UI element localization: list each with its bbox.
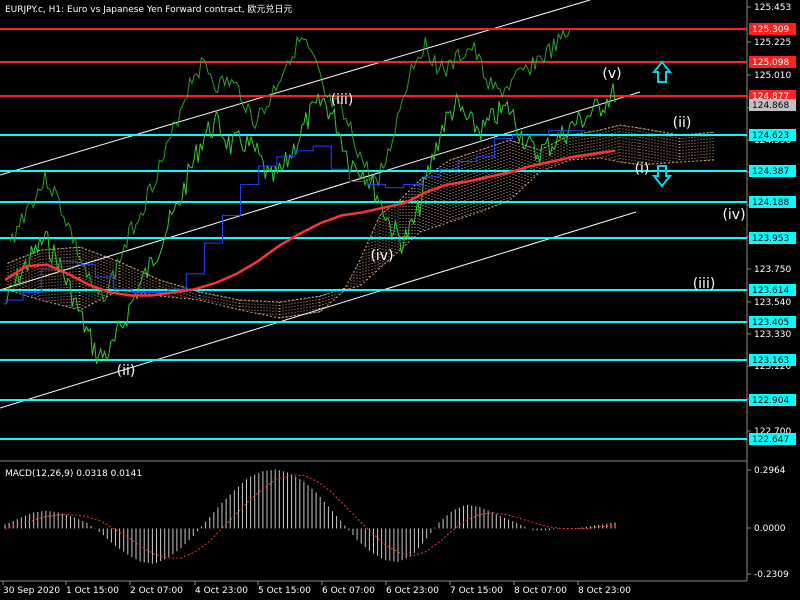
y-tick-label: 122.700 (754, 427, 791, 437)
price-tag-label: 122.904 (752, 396, 789, 406)
y-tick-label: 123.750 (754, 265, 791, 275)
wave-label: (ii) (673, 115, 692, 131)
elliott-wave-labels: (ii) (iii) (iv) (v) (ii) (i) (iv) (iii) (117, 66, 746, 379)
macd-label: MACD(12,26,9) 0.0318 0.0141 (5, 469, 142, 479)
macd-signal-line (4, 474, 615, 559)
chikou-span (9, 28, 571, 303)
time-axis: 30 Sep 2020 1 Oct 15:00 2 Oct 07:00 4 Oct 2… (2, 581, 631, 596)
price-tag-label: 124.623 (752, 131, 789, 141)
price-tag-label: 125.098 (752, 58, 789, 68)
x-tick-label: 4 Oct 23:00 (195, 586, 248, 596)
price-tag-label: 125.309 (752, 25, 789, 35)
macd-y-tick-label: 0.0000 (754, 524, 786, 534)
channel-line (0, 91, 641, 291)
price-tag (749, 316, 796, 328)
current-price-label: 124.868 (752, 101, 789, 111)
price-tag-label: 124.188 (752, 198, 789, 208)
price-tag (749, 56, 796, 68)
moving-average-line (4, 149, 616, 297)
x-tick-label: 7 Oct 15:00 (450, 586, 503, 596)
wave-label: (ii) (117, 363, 136, 379)
price-tag (749, 196, 796, 208)
price-tag (749, 354, 796, 366)
price-tag (749, 165, 796, 177)
price-axis: 125.453125.225125.010124.800124.590124.3… (747, 3, 796, 445)
price-tag-label: 123.163 (752, 356, 789, 366)
price-tag (749, 23, 796, 35)
wave-label: (i) (635, 161, 650, 177)
x-tick-label: 2 Oct 07:00 (130, 586, 183, 596)
up-arrow-icon (651, 60, 673, 83)
y-tick-label: 125.225 (754, 38, 791, 48)
price-tag-label: 123.614 (752, 286, 789, 296)
wave-label: (v) (602, 66, 621, 82)
chart-title: EURJPY.c, H1: Euro vs Japanese Yen Forwa… (5, 3, 292, 15)
x-tick-label: 8 Oct 07:00 (514, 586, 567, 596)
down-arrow-icon (651, 165, 673, 188)
channel-line (0, 211, 637, 409)
y-tick-label: 123.120 (754, 362, 791, 372)
macd-pane: 0.2964 0.0000 -0.2309 (4, 466, 789, 580)
y-tick-label: 123.540 (754, 298, 791, 308)
price-tag (749, 433, 796, 445)
x-tick-label: 30 Sep 2020 (3, 586, 60, 596)
price-tag-label: 122.647 (752, 435, 789, 445)
wave-label: (iii) (331, 92, 354, 108)
wave-label: (iii) (693, 276, 716, 292)
price-tag (749, 129, 796, 141)
y-tick-label: 123.330 (754, 330, 791, 340)
price-tag (749, 232, 796, 244)
x-tick-label: 1 Oct 15:00 (66, 586, 119, 596)
x-tick-label: 5 Oct 15:00 (258, 586, 311, 596)
price-tag-label: 123.953 (752, 234, 789, 244)
y-tick-label: 125.010 (754, 71, 791, 81)
x-tick-label: 6 Oct 23:00 (386, 586, 439, 596)
price-tag-label: 124.877 (752, 92, 789, 102)
x-tick-label: 8 Oct 23:00 (578, 586, 631, 596)
x-tick-label: 6 Oct 07:00 (322, 586, 375, 596)
price-series (4, 28, 616, 365)
macd-y-tick-label: -0.2309 (754, 570, 789, 580)
macd-y-tick-label: 0.2964 (754, 466, 786, 476)
kijun-sen (5, 130, 585, 301)
price-tag (749, 284, 796, 296)
horizontal-levels (0, 28, 747, 440)
current-price-tag (749, 99, 796, 111)
price-line (4, 83, 616, 365)
wave-label: (iv) (370, 248, 393, 264)
direction-arrows (651, 60, 673, 188)
price-tag (749, 394, 796, 406)
wave-label: (iv) (722, 207, 745, 223)
price-tag-label: 123.405 (752, 318, 789, 328)
y-tick-label: 125.453 (754, 3, 791, 13)
price-tag-label: 124.387 (752, 167, 789, 177)
